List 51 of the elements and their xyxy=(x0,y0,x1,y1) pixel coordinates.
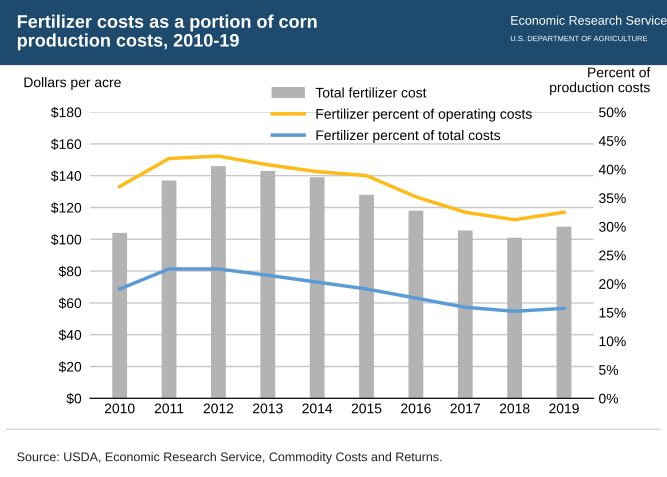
bar xyxy=(162,180,176,398)
y2-tick-label: 30% xyxy=(599,222,626,232)
y2-axis-title: Percent of production costs xyxy=(550,67,650,96)
y2-tick-label: 50% xyxy=(599,107,626,118)
x-tick-label: 2016 xyxy=(401,404,431,414)
bar xyxy=(359,194,374,398)
y2-tick-label: 15% xyxy=(600,308,626,318)
line-series xyxy=(118,154,566,222)
x-tick-label: 2014 xyxy=(302,404,332,414)
y2-tick-label: 20% xyxy=(599,279,626,289)
x-tick-label: 2010 xyxy=(104,404,135,414)
x-tick-label: 2012 xyxy=(204,404,234,414)
x-tick-label: 2019 xyxy=(549,404,579,414)
legend-label: Fertilizer percent of operating costs xyxy=(316,108,532,122)
y2-tick-label: 45% xyxy=(598,136,626,146)
y-axis-title: Dollars per acre xyxy=(24,77,121,90)
bar xyxy=(556,226,572,398)
y2-tick-label: 0% xyxy=(599,394,618,404)
y2-tick-label: 25% xyxy=(599,250,626,260)
y-tick-label: $60 xyxy=(58,298,82,309)
x-tick-label: 2017 xyxy=(450,404,480,414)
bar xyxy=(310,177,325,398)
y-tick-label: $80 xyxy=(58,266,82,278)
bar xyxy=(507,238,522,398)
y-tick-label: $140 xyxy=(50,170,82,182)
y-tick-label: $40 xyxy=(58,329,82,341)
line-series xyxy=(118,267,566,314)
text: Economic Research Service xyxy=(511,16,667,25)
y2-tick-label: 35% xyxy=(599,193,626,204)
bar xyxy=(458,230,473,398)
y-tick-label: $0 xyxy=(66,393,82,404)
y-tick-label: $180 xyxy=(50,106,82,118)
x-tick-label: 2015 xyxy=(352,404,382,414)
legend-label: Fertilizer percent of total costs xyxy=(316,130,500,143)
y2-tick-label: 40% xyxy=(598,164,626,175)
bar xyxy=(260,170,276,398)
y-tick-label: $120 xyxy=(50,202,82,214)
bar xyxy=(408,210,424,398)
y2-tick-label: 5% xyxy=(599,365,618,375)
chart-title: Fertilizer costs as a portion of corn production costs, 2010-19 xyxy=(18,14,317,50)
x-tick-label: 2013 xyxy=(253,404,283,414)
x-tick-label: 2011 xyxy=(154,404,184,414)
y-tick-label: $160 xyxy=(50,138,82,150)
y-tick-label: $20 xyxy=(58,361,82,372)
legend-label: Total fertilizer cost xyxy=(316,87,426,98)
source-note: Source: USDA, Economic Research Service, Commodity Costs and Returns. xyxy=(17,452,442,464)
bar xyxy=(211,166,226,398)
bar xyxy=(112,232,128,398)
y-tick-label: $100 xyxy=(50,234,82,246)
y2-tick-label: 10% xyxy=(600,336,626,346)
x-tick-label: 2018 xyxy=(500,404,530,414)
